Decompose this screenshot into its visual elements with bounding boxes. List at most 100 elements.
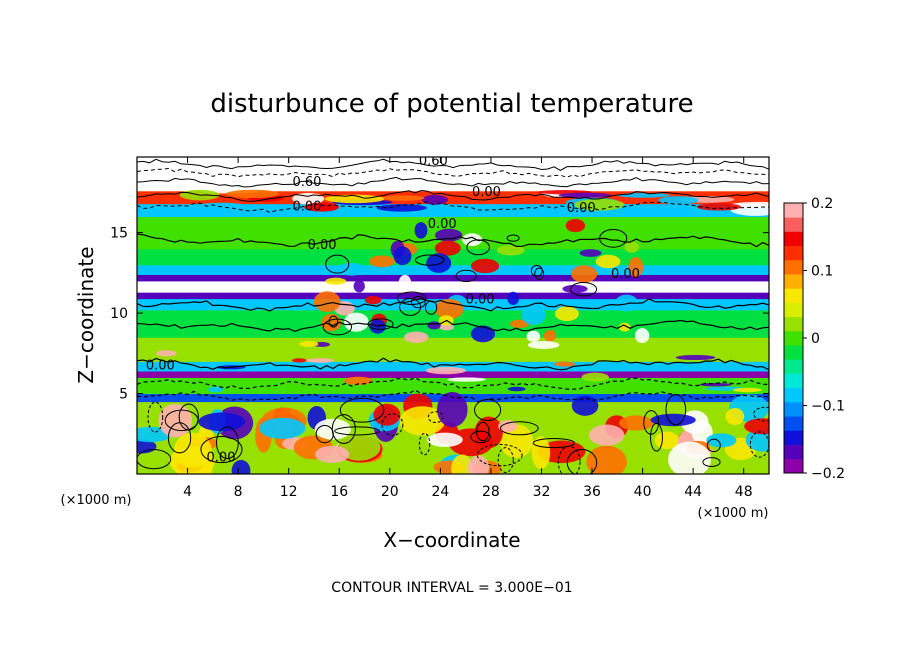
contour-loop bbox=[200, 436, 243, 464]
x-tick-label: 24 bbox=[431, 484, 449, 500]
heatmap-cell bbox=[299, 341, 319, 347]
heatmap-cell bbox=[198, 412, 246, 432]
x-tick-label: 28 bbox=[482, 484, 500, 500]
heatmap-cell bbox=[521, 305, 546, 325]
contour-loop bbox=[650, 422, 663, 452]
contour-loop bbox=[137, 449, 172, 470]
colorbar-swatch bbox=[784, 203, 803, 218]
heatmap-band bbox=[137, 157, 769, 192]
contour-loop bbox=[706, 438, 721, 453]
heatmap-cell bbox=[414, 222, 428, 239]
colorbar-swatch bbox=[784, 245, 803, 261]
contour-loop bbox=[532, 437, 576, 449]
colorbar-swatch bbox=[784, 444, 803, 460]
colorbar-swatch bbox=[784, 316, 803, 332]
contour-loop bbox=[427, 411, 444, 424]
heatmap-cell bbox=[668, 441, 712, 474]
heatmap-cell bbox=[439, 323, 455, 331]
contour-loop bbox=[339, 397, 385, 423]
heatmap-cell bbox=[496, 245, 525, 256]
contour-label: 0.00 bbox=[292, 199, 321, 214]
heatmap-cell bbox=[554, 361, 575, 367]
heatmap-cell bbox=[696, 203, 742, 211]
colorbar-tick-label: 0 bbox=[811, 331, 820, 347]
heatmap-cell bbox=[383, 195, 425, 201]
colorbar-swatch bbox=[784, 345, 803, 360]
heatmap-features bbox=[137, 187, 769, 474]
heatmap-cell bbox=[393, 246, 412, 266]
colorbar-swatch bbox=[784, 458, 803, 474]
heatmap-band bbox=[137, 337, 769, 362]
contour-loop bbox=[331, 414, 356, 444]
contour-loop bbox=[506, 234, 520, 242]
heatmap-cell bbox=[404, 331, 429, 343]
x-tick-label: 44 bbox=[684, 484, 702, 500]
heatmap-cell bbox=[425, 366, 467, 375]
contour-lines bbox=[137, 158, 769, 474]
heatmap-cell bbox=[398, 451, 433, 474]
contour-loop bbox=[367, 318, 394, 330]
plot-frame bbox=[136, 156, 770, 475]
x-unit-label: (×1000 m) bbox=[698, 506, 769, 521]
contour-loop bbox=[466, 239, 490, 256]
heatmap-cell bbox=[315, 445, 350, 463]
contour-loop bbox=[476, 421, 490, 442]
heatmap-cell bbox=[571, 395, 599, 416]
heatmap-cell bbox=[654, 431, 680, 450]
contour-loop bbox=[702, 457, 721, 468]
x-tick-label: 32 bbox=[533, 484, 551, 500]
contour-loop bbox=[497, 447, 514, 473]
colorbar-swatch bbox=[784, 387, 803, 403]
heatmap-cell bbox=[226, 189, 280, 199]
colorbar-ticks: 0.2 0.1 0 −0.1 −0.2 bbox=[803, 196, 845, 482]
heatmap-cell bbox=[617, 192, 670, 198]
contour-loop bbox=[530, 264, 543, 277]
contour-line bbox=[137, 233, 769, 248]
contour-label: 0.60 bbox=[292, 175, 321, 190]
colorbar-swatch bbox=[784, 217, 803, 232]
colorbar-swatch bbox=[784, 416, 803, 431]
heatmap-cell bbox=[436, 391, 468, 428]
contour-line bbox=[137, 319, 769, 332]
colorbar-tick-label: −0.1 bbox=[811, 399, 845, 415]
heatmap-cell bbox=[468, 455, 490, 474]
z-unit-label: (×1000 m) bbox=[61, 493, 132, 508]
y-tick-label: 15 bbox=[110, 226, 128, 242]
colorbar-swatch bbox=[784, 373, 803, 389]
colorbar-swatch bbox=[784, 302, 803, 318]
heatmap-bands bbox=[137, 157, 769, 474]
contour-loop bbox=[322, 318, 353, 336]
heatmap-cell bbox=[324, 194, 385, 204]
colorbar-swatch bbox=[784, 401, 803, 417]
contour-loop bbox=[399, 298, 422, 316]
heatmap-cell bbox=[543, 329, 557, 342]
heatmap-cell bbox=[208, 386, 223, 393]
contour-loop bbox=[476, 443, 523, 467]
contour-loop bbox=[325, 254, 350, 274]
contour-loop bbox=[499, 421, 539, 436]
heatmap-cell bbox=[507, 386, 526, 392]
heatmap-cell bbox=[579, 249, 602, 257]
colorbar-swatch bbox=[784, 274, 803, 289]
heatmap-cell bbox=[156, 350, 177, 357]
contour-loop bbox=[557, 445, 581, 474]
contour-label: 0.00 bbox=[146, 359, 175, 374]
heatmap-cell bbox=[558, 192, 612, 198]
contour-label: 0.00 bbox=[207, 450, 236, 465]
x-tick-label: 20 bbox=[381, 484, 399, 500]
contour-loop bbox=[665, 394, 687, 426]
contour-label: 0.00 bbox=[567, 201, 596, 216]
heatmap-cell bbox=[259, 417, 306, 439]
colorbar-swatch bbox=[784, 330, 803, 346]
heatmap-cell bbox=[725, 408, 745, 426]
heatmap-cell bbox=[447, 377, 486, 382]
colorbar-swatch bbox=[784, 259, 803, 275]
contour-line bbox=[137, 298, 769, 312]
heatmap-cell bbox=[562, 284, 588, 294]
contour-loop bbox=[570, 281, 598, 297]
contour-line bbox=[137, 189, 769, 202]
heatmap-cell bbox=[212, 205, 264, 210]
y-tick-label: 5 bbox=[119, 387, 128, 403]
heatmap-band bbox=[137, 361, 769, 372]
